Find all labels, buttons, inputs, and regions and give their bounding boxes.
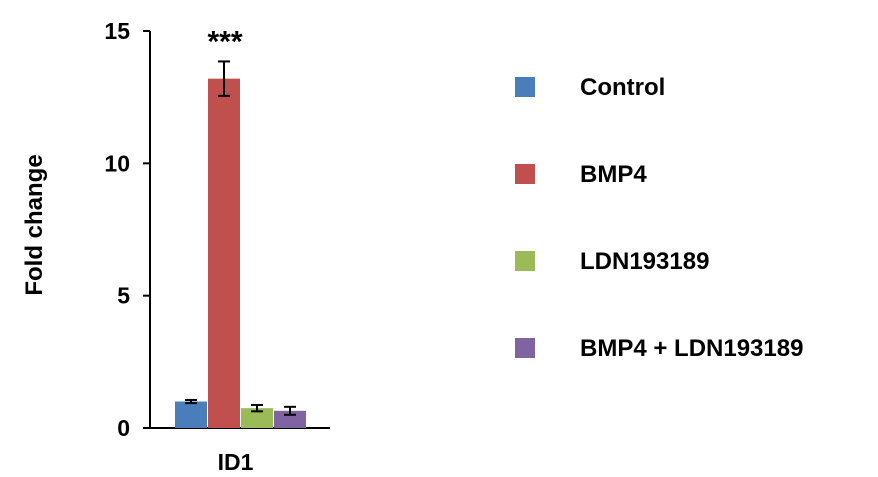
legend-swatch bbox=[515, 164, 535, 184]
legend-label: BMP4 bbox=[580, 161, 647, 188]
y-tick-label: 5 bbox=[117, 283, 130, 309]
legend-item: LDN193189 bbox=[515, 248, 709, 275]
legend-swatch bbox=[515, 77, 535, 97]
legend-item: Control bbox=[515, 74, 665, 101]
y-tick-label: 10 bbox=[104, 150, 130, 176]
legend: Control BMP4 LDN193189 BMP4 + LDN193189 bbox=[515, 74, 803, 362]
bar-control bbox=[175, 401, 207, 428]
bar-ldn193189 bbox=[241, 408, 273, 428]
bar-bmp4 bbox=[208, 78, 240, 428]
y-tick-label: 15 bbox=[104, 18, 130, 44]
significance-label: *** bbox=[207, 25, 242, 58]
legend-swatch bbox=[515, 251, 535, 271]
y-axis-label: Fold change bbox=[21, 154, 48, 295]
legend-item: BMP4 bbox=[515, 161, 647, 188]
axes: 0 5 10 15 ID1 bbox=[104, 18, 330, 475]
legend-label: BMP4 + LDN193189 bbox=[580, 335, 803, 362]
legend-swatch bbox=[515, 338, 535, 358]
legend-label: LDN193189 bbox=[580, 248, 709, 275]
legend-item: BMP4 + LDN193189 bbox=[515, 335, 803, 362]
legend-label: Control bbox=[580, 74, 665, 101]
bar-bmp4-ldn193189 bbox=[274, 410, 306, 428]
y-tick-label: 0 bbox=[117, 415, 130, 441]
x-tick-label: ID1 bbox=[218, 449, 254, 475]
bars: *** bbox=[175, 25, 306, 428]
